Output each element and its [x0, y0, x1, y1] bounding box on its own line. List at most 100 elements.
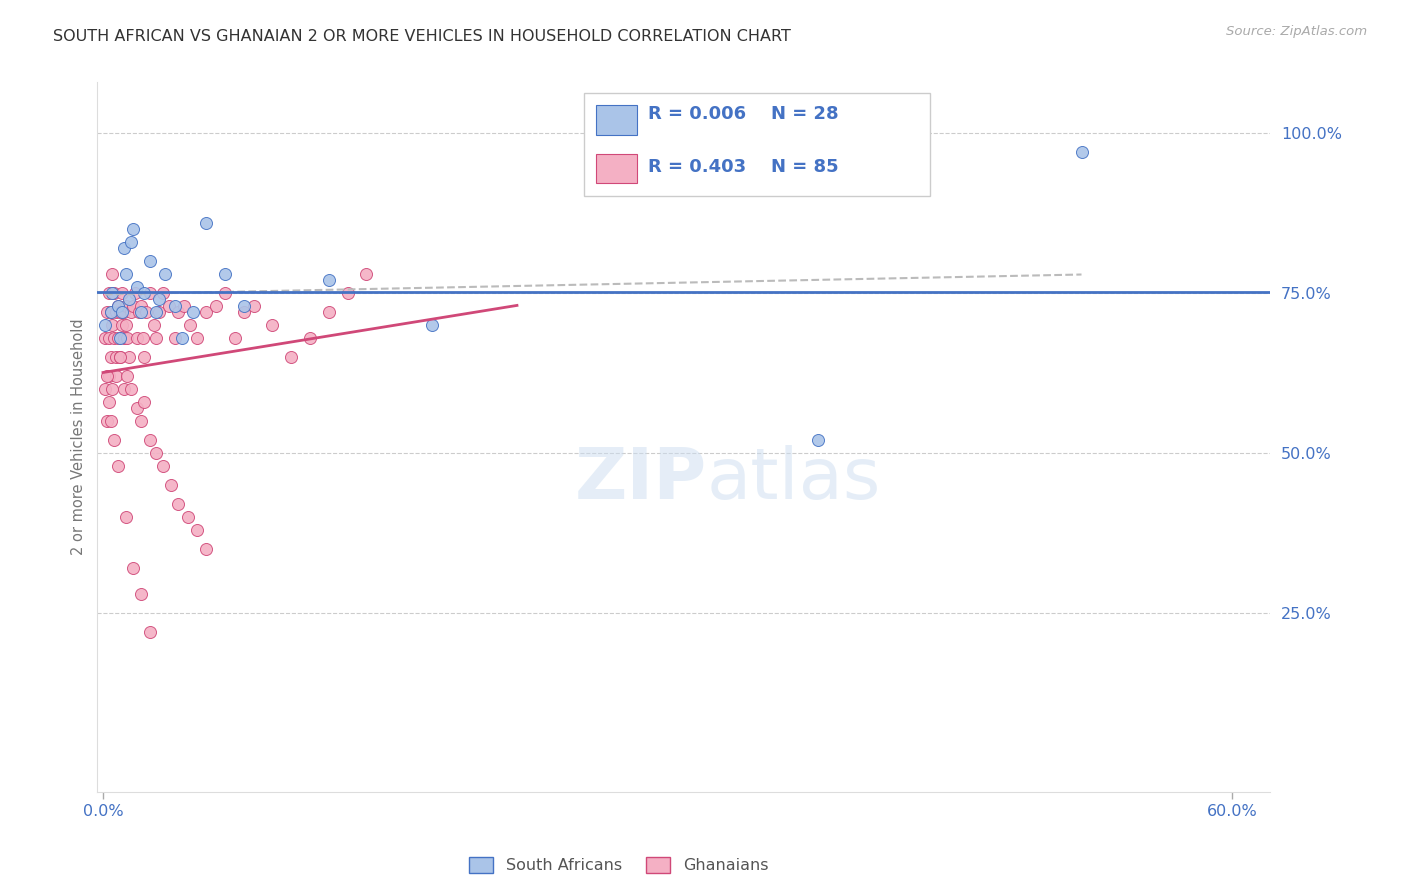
- Point: [336, 286, 359, 301]
- Text: Source: ZipAtlas.com: Source: ZipAtlas.com: [1226, 25, 1367, 38]
- Point: [145, 331, 167, 345]
- Point: [124, 286, 146, 301]
- Point: [120, 235, 142, 249]
- Point: [108, 305, 131, 319]
- Point: [100, 350, 122, 364]
- Point: [111, 305, 134, 319]
- Point: [105, 350, 128, 364]
- Point: [298, 331, 321, 345]
- Point: [145, 446, 167, 460]
- Point: [1070, 145, 1092, 160]
- Point: [233, 305, 256, 319]
- Point: [152, 458, 174, 473]
- Point: [167, 497, 190, 511]
- Point: [318, 273, 340, 287]
- Point: [96, 369, 118, 384]
- Point: [195, 305, 218, 319]
- Point: [173, 299, 195, 313]
- Point: [107, 331, 129, 345]
- Point: [120, 382, 142, 396]
- Point: [163, 299, 186, 313]
- Point: [205, 299, 228, 313]
- Point: [134, 350, 156, 364]
- Point: [100, 305, 122, 319]
- Point: [114, 318, 136, 332]
- Point: [107, 299, 129, 313]
- Point: [105, 305, 128, 319]
- Point: [170, 331, 193, 345]
- Point: [139, 254, 162, 268]
- Point: [195, 216, 218, 230]
- Point: [96, 414, 118, 428]
- Point: [108, 350, 131, 364]
- Point: [108, 331, 131, 345]
- Text: ZIP: ZIP: [575, 445, 707, 514]
- Point: [118, 350, 141, 364]
- Point: [214, 286, 236, 301]
- Point: [129, 299, 152, 313]
- Point: [167, 305, 190, 319]
- FancyBboxPatch shape: [596, 153, 637, 184]
- Point: [103, 434, 125, 448]
- Point: [179, 318, 201, 332]
- Point: [101, 286, 124, 301]
- Point: [139, 434, 162, 448]
- Point: [111, 286, 134, 301]
- Text: atlas: atlas: [707, 445, 882, 514]
- Y-axis label: 2 or more Vehicles in Household: 2 or more Vehicles in Household: [72, 318, 86, 556]
- Point: [131, 331, 153, 345]
- Point: [142, 318, 165, 332]
- Point: [107, 458, 129, 473]
- Point: [224, 331, 246, 345]
- Text: R = 0.006: R = 0.006: [648, 105, 747, 123]
- Point: [148, 305, 170, 319]
- FancyBboxPatch shape: [583, 93, 929, 195]
- Point: [97, 331, 120, 345]
- Point: [420, 318, 443, 332]
- Point: [356, 267, 378, 281]
- Point: [148, 293, 170, 307]
- Point: [125, 331, 148, 345]
- Point: [280, 350, 302, 364]
- Point: [233, 299, 256, 313]
- Point: [122, 561, 145, 575]
- Text: N = 28: N = 28: [772, 105, 839, 123]
- Point: [134, 395, 156, 409]
- Point: [107, 299, 129, 313]
- Point: [100, 414, 122, 428]
- Point: [262, 318, 284, 332]
- Point: [122, 299, 145, 313]
- Point: [129, 414, 152, 428]
- Point: [97, 395, 120, 409]
- Point: [101, 318, 124, 332]
- Point: [120, 305, 142, 319]
- Point: [153, 267, 176, 281]
- Point: [139, 286, 162, 301]
- Point: [186, 331, 208, 345]
- Point: [186, 523, 208, 537]
- Point: [242, 299, 264, 313]
- Point: [114, 299, 136, 313]
- Point: [103, 331, 125, 345]
- Legend: South Africans, Ghanaians: South Africans, Ghanaians: [463, 850, 775, 880]
- Point: [139, 625, 162, 640]
- Point: [145, 305, 167, 319]
- Point: [112, 241, 135, 255]
- Point: [97, 369, 120, 384]
- FancyBboxPatch shape: [596, 105, 637, 136]
- Point: [112, 331, 135, 345]
- Point: [101, 382, 124, 396]
- Point: [152, 286, 174, 301]
- Point: [97, 286, 120, 301]
- Point: [94, 331, 117, 345]
- Point: [134, 286, 156, 301]
- Point: [135, 305, 157, 319]
- Point: [122, 222, 145, 236]
- Point: [112, 382, 135, 396]
- Point: [125, 279, 148, 293]
- Point: [117, 369, 139, 384]
- Point: [114, 510, 136, 524]
- Point: [101, 267, 124, 281]
- Point: [129, 305, 152, 319]
- Text: SOUTH AFRICAN VS GHANAIAN 2 OR MORE VEHICLES IN HOUSEHOLD CORRELATION CHART: SOUTH AFRICAN VS GHANAIAN 2 OR MORE VEHI…: [53, 29, 792, 44]
